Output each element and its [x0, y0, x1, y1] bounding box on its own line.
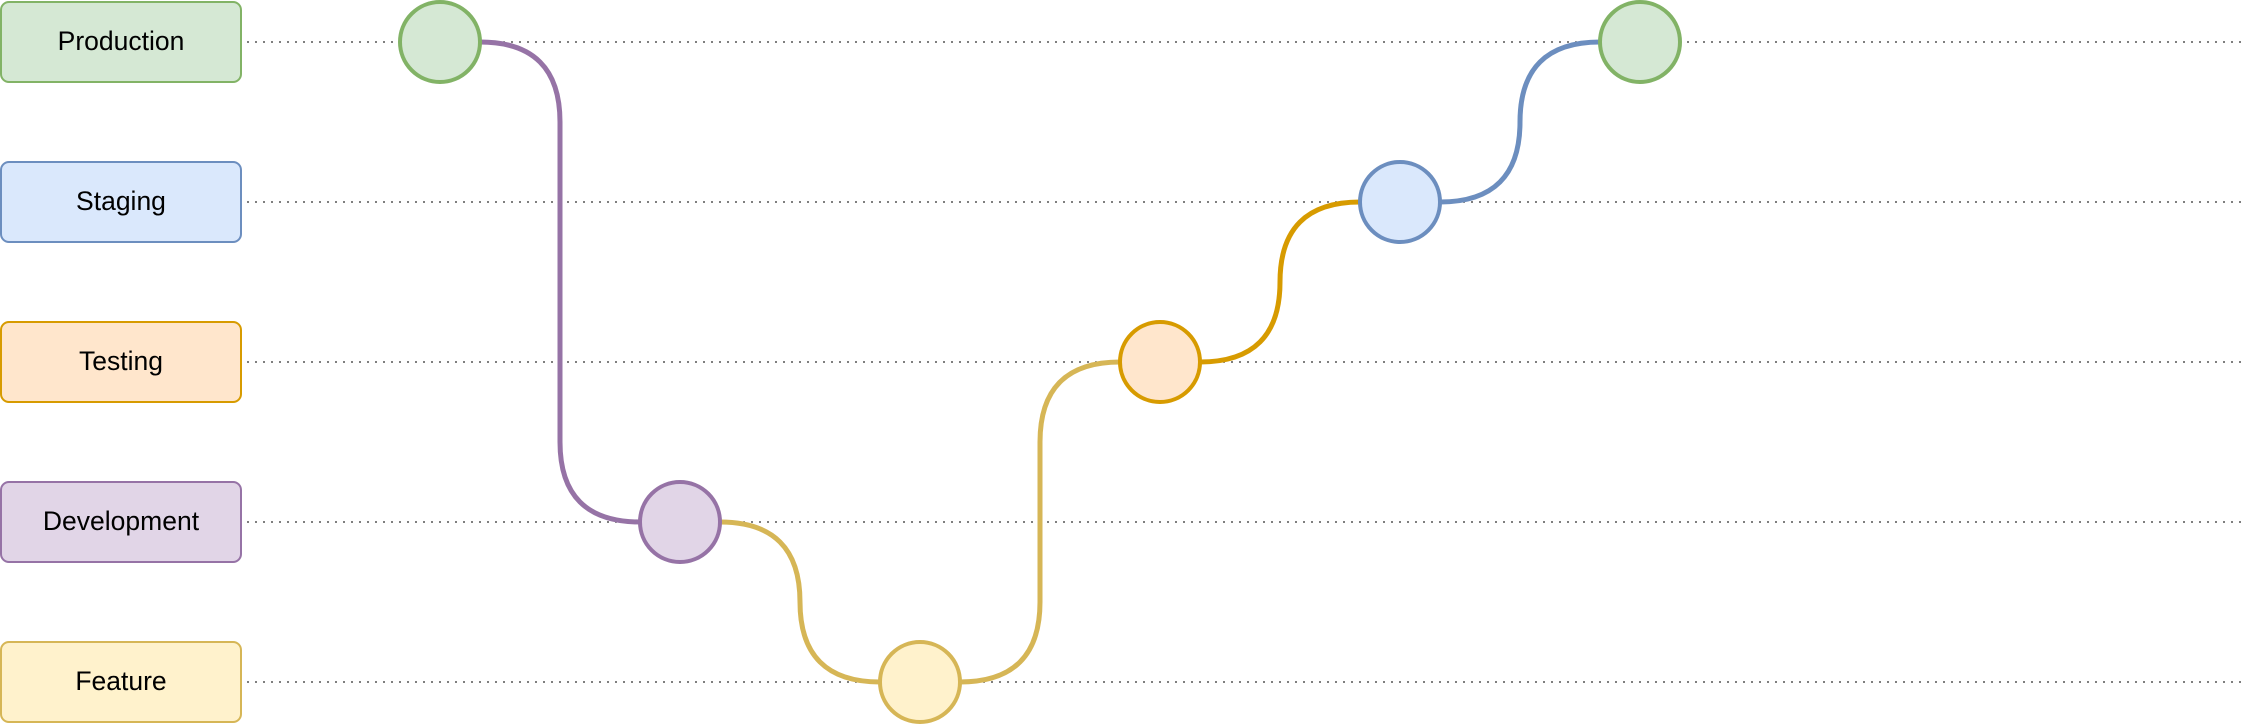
- lane-guide-lines: [247, 41, 2244, 683]
- lane-label-box: [0, 641, 242, 723]
- commit-nodes: [398, 0, 1682, 724]
- lane-label-development: Development: [0, 481, 242, 563]
- lane-label-staging: Staging: [0, 161, 242, 243]
- lane-label-text: Testing: [79, 346, 163, 376]
- lane-label-box: [0, 161, 242, 243]
- connector-n1-n2: [477, 39, 643, 525]
- lane-labels: Production Staging Testing Development Featu…: [0, 1, 242, 723]
- lane-label-box: [0, 1, 242, 83]
- commit-node-development: [638, 480, 722, 564]
- lane-label-text: Development: [43, 506, 200, 536]
- commit-node-production: [398, 0, 482, 84]
- lane-label-production: Production: [0, 1, 242, 83]
- lane-label-box: [0, 481, 242, 563]
- lane-label-feature: Feature: [0, 641, 242, 723]
- commit-node-feature: [878, 640, 962, 724]
- lane-label-text: Production: [58, 26, 185, 56]
- branch-connections: [477, 39, 1603, 685]
- lane-label-box: [0, 321, 242, 403]
- lane-label-text: Feature: [75, 666, 166, 696]
- commit-node-production: [1598, 0, 1682, 84]
- commit-node-staging: [1358, 160, 1442, 244]
- lane-label-text: Staging: [76, 186, 166, 216]
- lane-label-testing: Testing: [0, 321, 242, 403]
- connector-n4-n5: [1197, 199, 1363, 365]
- connector-n3-n4: [957, 359, 1123, 685]
- connector-n5-n6: [1437, 39, 1603, 205]
- commit-node-testing: [1118, 320, 1202, 404]
- connector-n2-n3: [717, 519, 883, 685]
